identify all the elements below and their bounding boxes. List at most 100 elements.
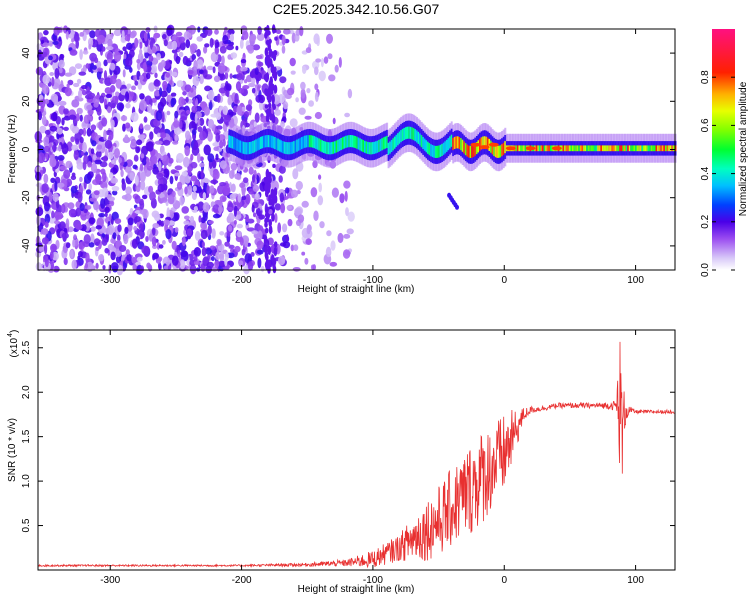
spectrogram-cell xyxy=(88,147,92,154)
spectrogram-cell xyxy=(460,138,463,151)
spectrogram-cell xyxy=(205,247,213,255)
spectrogram-cell xyxy=(185,96,189,103)
spectrogram-cell xyxy=(74,63,83,69)
spectrogram-cell xyxy=(327,53,333,60)
spectrogram-cell xyxy=(79,176,83,183)
x-tick-label: -300 xyxy=(100,575,120,586)
spectrogram-cell xyxy=(154,72,158,79)
spectrogram-cell xyxy=(600,145,603,152)
spectrogram-cell xyxy=(104,206,110,213)
spectrogram-cell xyxy=(665,145,667,152)
spectrogram-cell xyxy=(586,145,589,152)
spectrogram-cell xyxy=(263,178,268,184)
spectrogram-cell xyxy=(194,113,198,124)
spectrogram-cell xyxy=(153,79,161,87)
spectrogram-cell xyxy=(470,142,481,147)
spectrogram-cell xyxy=(120,169,124,178)
spectrogram-cell xyxy=(86,104,93,111)
spectrogram-cell xyxy=(669,145,672,152)
snr-panel: -300 -200 -100 0 100 0.5 1.0 1.5 2.0 2.5 Height … xyxy=(7,329,676,595)
spectrogram-cell xyxy=(341,137,344,150)
spectrogram-cell xyxy=(266,58,271,69)
spectrogram-cell xyxy=(575,145,578,152)
spectrogram-cell xyxy=(214,199,223,206)
spectrogram-cell xyxy=(134,175,139,186)
spectrogram-cell xyxy=(197,126,203,133)
spectrogram-cell xyxy=(257,225,264,232)
spectrogram-cell xyxy=(219,46,227,54)
x-tick-label: 0 xyxy=(501,275,507,286)
spectrogram-cell xyxy=(283,28,291,35)
spectrogram-cell xyxy=(199,69,204,74)
spectrogram-cell xyxy=(158,244,164,249)
spectrogram-cell xyxy=(158,262,162,270)
spectrogram-cell xyxy=(283,141,286,154)
spectrogram-cell xyxy=(136,139,143,146)
spectrogram-cell xyxy=(245,215,250,223)
spectrogram-cell xyxy=(105,93,113,99)
spectrogram-cell xyxy=(273,241,278,248)
spectrogram-cell xyxy=(256,240,264,250)
spectrogram-cell xyxy=(78,71,87,76)
spectrogram-cell xyxy=(154,90,161,97)
spectrogram-cell xyxy=(191,54,196,60)
spectrogram-cell xyxy=(111,185,120,192)
spectrogram-cell xyxy=(301,200,309,208)
spectrogram-cell xyxy=(313,210,319,222)
spectrogram-cell xyxy=(129,49,135,58)
spectrogram-cell xyxy=(278,139,281,152)
spectrogram-cell xyxy=(150,64,158,74)
spectrogram-cell xyxy=(73,234,77,240)
spectrogram-cell xyxy=(134,195,141,204)
spectrogram-cell xyxy=(191,191,197,200)
spectrogram-cell xyxy=(54,220,60,225)
spectrogram-cell xyxy=(300,81,306,90)
spectrogram-cell xyxy=(227,96,232,106)
spectrogram-cell xyxy=(143,116,148,123)
y-tick-label: 2.0 xyxy=(21,385,32,399)
spectrogram-cell xyxy=(185,130,191,141)
spectrogram-cell xyxy=(289,118,298,128)
spectrogram-cell xyxy=(241,186,246,197)
spectrogram-cell xyxy=(543,145,546,152)
spectrogram-cell xyxy=(41,84,49,95)
spectrogram-cell xyxy=(124,91,130,102)
spectrogram-cell xyxy=(58,100,67,106)
spectrogram-cell xyxy=(90,148,95,155)
spectrogram-cell xyxy=(75,138,80,145)
spectrogram-cell xyxy=(293,141,296,154)
spectrogram-cell xyxy=(171,40,178,50)
spectrogram-cell xyxy=(246,44,254,51)
spectrogram-cell xyxy=(253,121,258,128)
spectrogram-cell xyxy=(171,71,178,77)
spectrogram-cell xyxy=(68,208,77,218)
spectrogram-cell xyxy=(49,135,55,143)
spectrogram-cell xyxy=(140,171,146,183)
spectrogram-cell xyxy=(485,136,488,149)
spectrogram-cell xyxy=(77,255,81,260)
spectrogram-cell xyxy=(405,127,407,140)
spectrogram-cell xyxy=(252,44,261,51)
spectrogram-cell xyxy=(595,145,598,152)
spectrogram-cell xyxy=(85,189,92,195)
spectrogram-cell xyxy=(75,223,83,230)
spectrogram-cell xyxy=(326,142,329,155)
spectrogram-cell xyxy=(300,137,303,150)
spectrogram-cell xyxy=(99,95,105,104)
spectrogram-cell xyxy=(365,141,368,154)
spectrogram-cell xyxy=(641,145,644,152)
spectrogram-cell xyxy=(305,47,312,54)
spectrogram-cell xyxy=(222,34,229,45)
spectrogram-cell xyxy=(267,98,272,103)
x-tick-label: -100 xyxy=(363,575,383,586)
spectrogram-cell xyxy=(221,55,225,66)
spectrogram-cell xyxy=(630,145,633,152)
spectrogram-cell xyxy=(339,193,345,204)
spectrogram-cell xyxy=(236,105,243,116)
spectrogram-cell xyxy=(192,75,200,87)
spectrogram-cell xyxy=(265,254,269,261)
spectrogram-cell xyxy=(104,139,113,149)
spectrogram-cell xyxy=(265,76,269,83)
spectrogram-cell xyxy=(265,206,269,215)
spectrogram-cell xyxy=(244,79,248,84)
